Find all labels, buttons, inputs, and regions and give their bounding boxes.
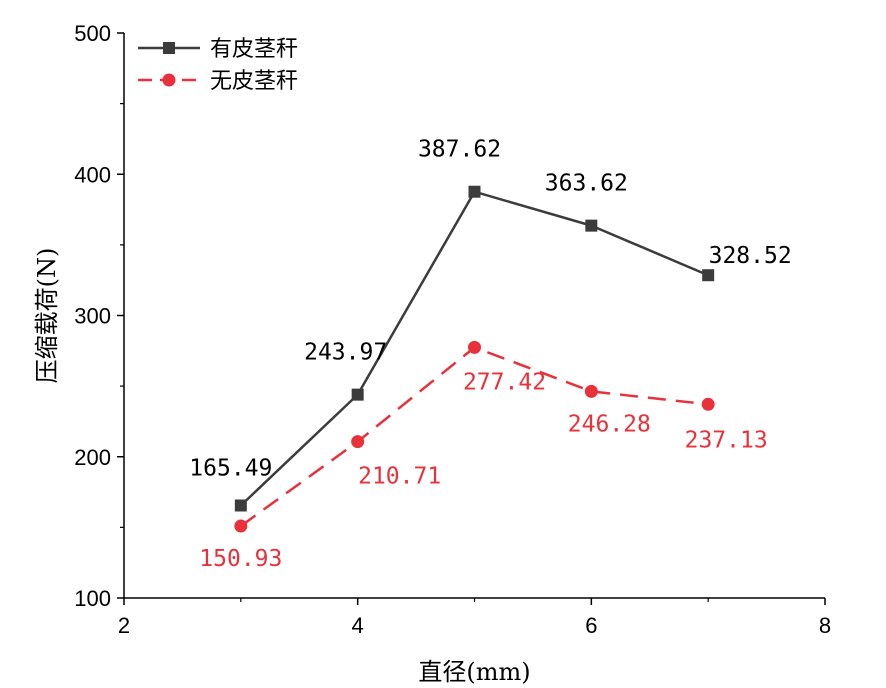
data-label: 277.42 [463,369,546,395]
y-tick-label: 500 [74,21,111,46]
circle-marker [701,397,715,411]
legend-label: 无皮茎秆 [210,69,298,94]
circle-marker [468,340,481,354]
legend-label: 有皮茎秆 [210,37,298,62]
legend-square-marker [163,42,175,54]
y-tick-label: 300 [74,304,111,329]
y-tick-label: 100 [74,586,111,611]
x-tick-label: 2 [118,613,130,638]
circle-marker [234,519,248,533]
y-axis-title: 压缩载荷(N) [33,248,61,384]
x-tick-label: 4 [352,613,364,638]
legend-circle-marker [162,73,176,87]
data-label: 243.97 [304,340,387,366]
x-axis-title: 直径(mm) [418,658,530,686]
axes: 100 200 300 400 500 2 4 6 8 [74,21,831,638]
circle-marker [584,384,598,398]
square-marker [702,269,715,282]
data-label: 210.71 [358,464,441,490]
y-tick-label: 200 [74,445,111,470]
square-marker [468,185,481,198]
x-tick-label: 8 [819,613,831,638]
circle-marker [351,435,365,449]
x-tick-label: 6 [585,613,597,638]
data-labels: 165.49 243.97 387.62 363.62 328.52 150.93 210.… [189,137,791,572]
y-tick-label: 400 [74,162,111,187]
series-layer [234,185,715,533]
data-label: 237.13 [685,427,768,453]
data-label: 165.49 [189,455,272,481]
data-label: 363.62 [545,171,628,197]
data-label: 387.62 [418,137,501,163]
square-marker [585,219,598,232]
square-marker [234,499,247,512]
square-marker [351,388,364,401]
data-label: 246.28 [568,411,651,437]
data-label: 328.52 [709,243,792,269]
data-label: 150.93 [199,546,282,572]
